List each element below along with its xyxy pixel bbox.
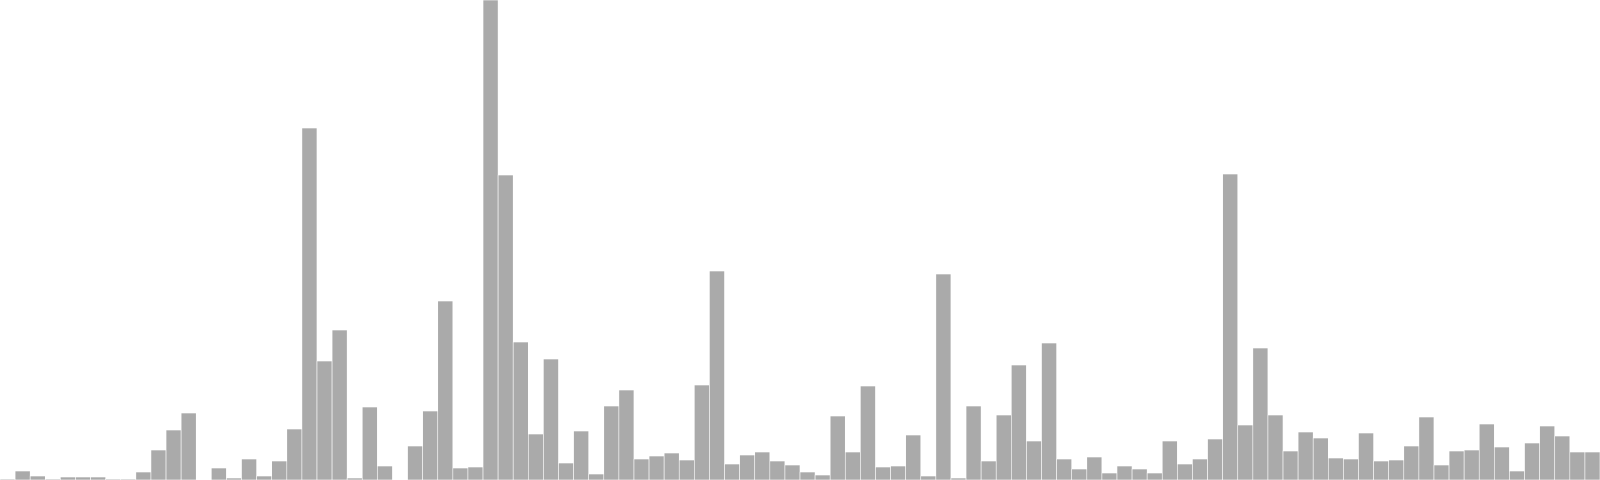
bar	[1282, 450, 1299, 480]
bar	[256, 475, 272, 480]
bar	[527, 433, 544, 480]
bar	[497, 174, 514, 480]
bar	[422, 410, 439, 480]
bar	[407, 445, 423, 480]
bar	[90, 476, 106, 480]
bar	[135, 471, 152, 480]
bar	[1584, 451, 1600, 480]
bar	[1433, 464, 1450, 480]
bar	[452, 467, 469, 480]
bar	[618, 389, 635, 480]
bar	[678, 459, 695, 480]
bar	[754, 451, 771, 480]
bar	[1237, 424, 1254, 480]
bar	[1328, 457, 1344, 480]
bar	[935, 273, 952, 480]
bar	[301, 127, 318, 480]
bar	[361, 406, 378, 480]
bar	[1494, 446, 1510, 480]
bar	[180, 412, 197, 480]
bar	[1192, 458, 1208, 480]
bar	[1388, 459, 1405, 480]
bar	[784, 464, 801, 480]
bar	[905, 434, 922, 480]
bar	[482, 0, 499, 480]
bar	[467, 466, 484, 480]
bar	[1101, 472, 1118, 480]
bar	[1131, 468, 1148, 480]
bar	[1056, 458, 1072, 480]
bar	[1509, 470, 1525, 480]
bar	[1418, 416, 1435, 480]
bar	[377, 465, 393, 480]
bar	[814, 474, 831, 480]
bar	[14, 470, 31, 480]
bar	[1161, 440, 1178, 480]
bar	[512, 341, 529, 480]
bar	[1086, 456, 1103, 480]
bar	[558, 462, 574, 480]
bar	[271, 460, 288, 480]
bar	[769, 460, 786, 480]
bar	[1146, 472, 1163, 480]
bar	[211, 467, 227, 480]
bar	[1478, 423, 1495, 480]
bar	[1554, 435, 1571, 480]
bar	[1011, 364, 1027, 480]
bar	[1403, 445, 1420, 480]
bar	[603, 405, 620, 480]
bar	[633, 458, 650, 480]
bar	[1116, 465, 1133, 480]
bar	[965, 405, 982, 480]
bar	[648, 455, 665, 480]
bar	[1267, 414, 1284, 480]
bar	[331, 329, 348, 480]
bar	[1207, 438, 1223, 480]
bar	[1343, 458, 1359, 480]
bar	[165, 429, 182, 480]
bar	[980, 460, 997, 480]
bar	[29, 475, 46, 480]
bar	[1312, 437, 1329, 480]
bar	[1026, 440, 1042, 480]
bar	[150, 449, 167, 480]
bar	[543, 358, 559, 480]
bar	[286, 428, 303, 480]
bar	[920, 475, 937, 480]
bar	[739, 454, 756, 480]
bar	[1373, 460, 1389, 480]
bar	[573, 430, 589, 480]
bar	[875, 466, 891, 480]
bar	[1448, 450, 1465, 480]
bar	[1463, 449, 1480, 480]
bar	[799, 471, 816, 480]
bar	[694, 384, 710, 480]
bar	[995, 414, 1012, 480]
bar	[437, 300, 454, 480]
bar	[241, 458, 257, 480]
bar	[860, 385, 876, 480]
bar	[588, 473, 605, 480]
bar	[1297, 431, 1314, 480]
bar	[663, 452, 680, 480]
bar	[1252, 347, 1269, 480]
bar	[890, 465, 906, 480]
bar	[1569, 451, 1586, 480]
bar	[1524, 442, 1540, 480]
bar	[1071, 468, 1088, 480]
bar	[1358, 432, 1374, 480]
bar	[1041, 342, 1057, 480]
bar	[844, 451, 861, 480]
bar	[1177, 463, 1193, 480]
bar	[829, 415, 846, 480]
bar	[709, 270, 725, 480]
bar	[1222, 173, 1239, 480]
bar	[724, 463, 740, 480]
bar	[316, 360, 333, 480]
bar	[1539, 425, 1556, 480]
